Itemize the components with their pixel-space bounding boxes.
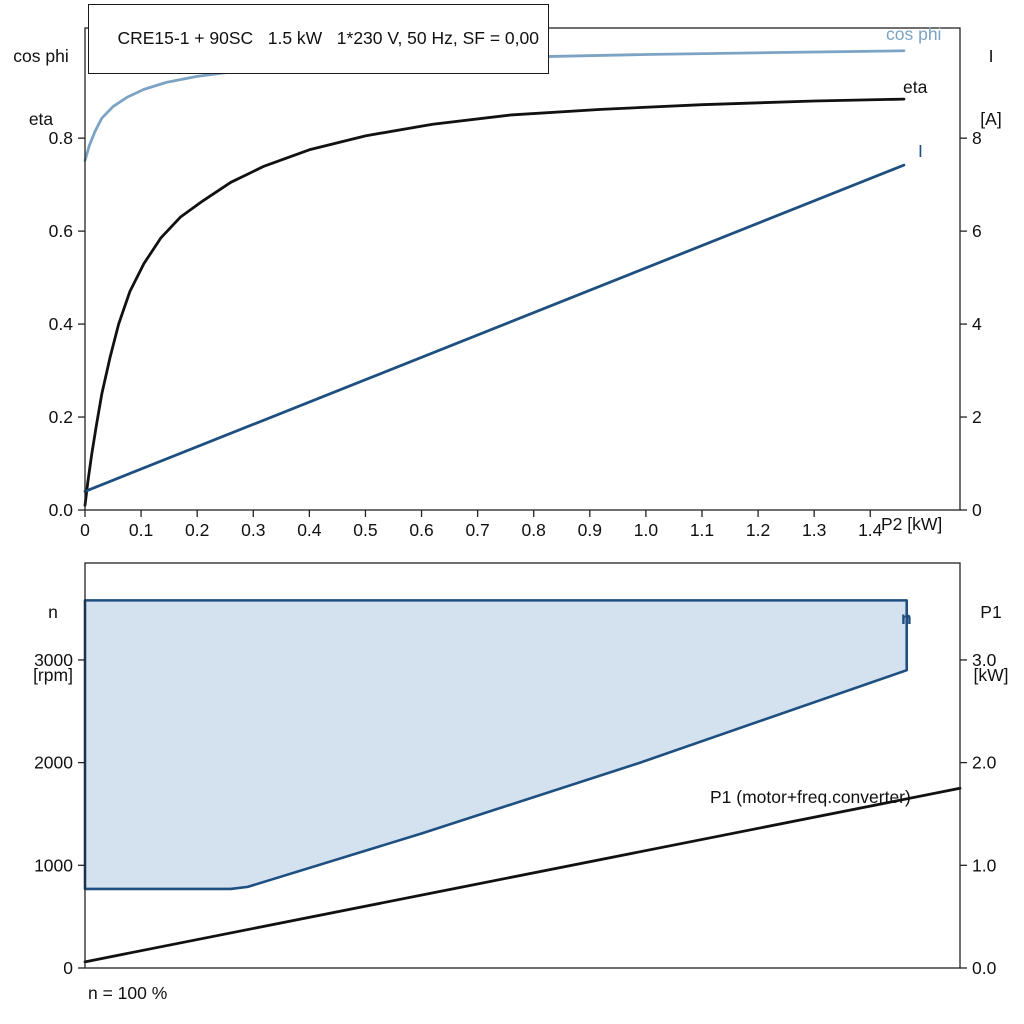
svg-text:0: 0 [80,520,90,540]
svg-text:1.1: 1.1 [690,520,714,540]
curve-label-p1: P1 (motor+freq.converter) [710,787,911,807]
svg-text:0.4: 0.4 [297,520,322,540]
svg-text:0.2: 0.2 [185,520,209,540]
svg-text:0.0: 0.0 [49,500,74,520]
svg-text:0.9: 0.9 [578,520,602,540]
svg-text:0.4: 0.4 [49,314,74,334]
curve-label-current: I [918,141,923,161]
axis-title-eta: eta [28,109,54,129]
svg-text:2000: 2000 [34,753,73,773]
axis-title-current: I [988,46,994,66]
axis-title-p1: P1 [980,602,1002,622]
svg-text:2: 2 [972,407,982,427]
svg-text:0.7: 0.7 [465,520,489,540]
bottom-left-axis-title: n [rpm] [18,560,88,728]
svg-text:0: 0 [63,958,73,978]
axis-title-current-unit: [A] [980,109,1002,129]
curve-label-cos-phi: cos phi [886,24,942,44]
svg-text:3000: 3000 [34,650,73,670]
svg-text:0.3: 0.3 [241,520,265,540]
chart-title: CRE15-1 + 90SC 1.5 kW 1*230 V, 50 Hz, SF… [117,28,539,48]
svg-text:1.3: 1.3 [802,520,826,540]
svg-text:0.2: 0.2 [49,407,73,427]
svg-text:0.8: 0.8 [49,128,73,148]
svg-text:8: 8 [972,128,982,148]
svg-text:3.0: 3.0 [972,650,997,670]
axis-title-p1-unit: [kW] [973,665,1009,685]
svg-text:2.0: 2.0 [972,753,997,773]
speed-caption: n = 100 % [88,983,168,1003]
svg-text:4: 4 [972,314,982,334]
svg-text:0.1: 0.1 [129,520,153,540]
svg-text:1.4: 1.4 [858,520,883,540]
svg-text:6: 6 [972,221,982,241]
envelope-label-n: n [901,608,912,628]
svg-text:0.6: 0.6 [49,221,73,241]
axis-title-cos-phi: cos phi [13,46,69,66]
svg-text:1000: 1000 [34,855,73,875]
svg-text:1.0: 1.0 [634,520,659,540]
svg-text:0.5: 0.5 [353,520,377,540]
svg-text:1.0: 1.0 [972,855,997,875]
svg-text:0.8: 0.8 [522,520,546,540]
axis-title-speed: n [48,602,58,622]
svg-text:0.6: 0.6 [409,520,433,540]
svg-text:0.0: 0.0 [972,958,997,978]
chart-title-box: CRE15-1 + 90SC 1.5 kW 1*230 V, 50 Hz, SF… [88,4,549,74]
svg-text:1.2: 1.2 [746,520,770,540]
top-right-axis-title: I [A] [966,4,1016,172]
curve-label-eta: eta [903,77,928,97]
svg-text:0: 0 [972,500,982,520]
axis-title-speed-unit: [rpm] [33,665,73,685]
top-left-axis-title: cos phi eta [6,4,76,172]
x-axis-unit-label: P2 [kW] [881,514,943,534]
bottom-right-axis-title: P1 [kW] [962,560,1020,728]
